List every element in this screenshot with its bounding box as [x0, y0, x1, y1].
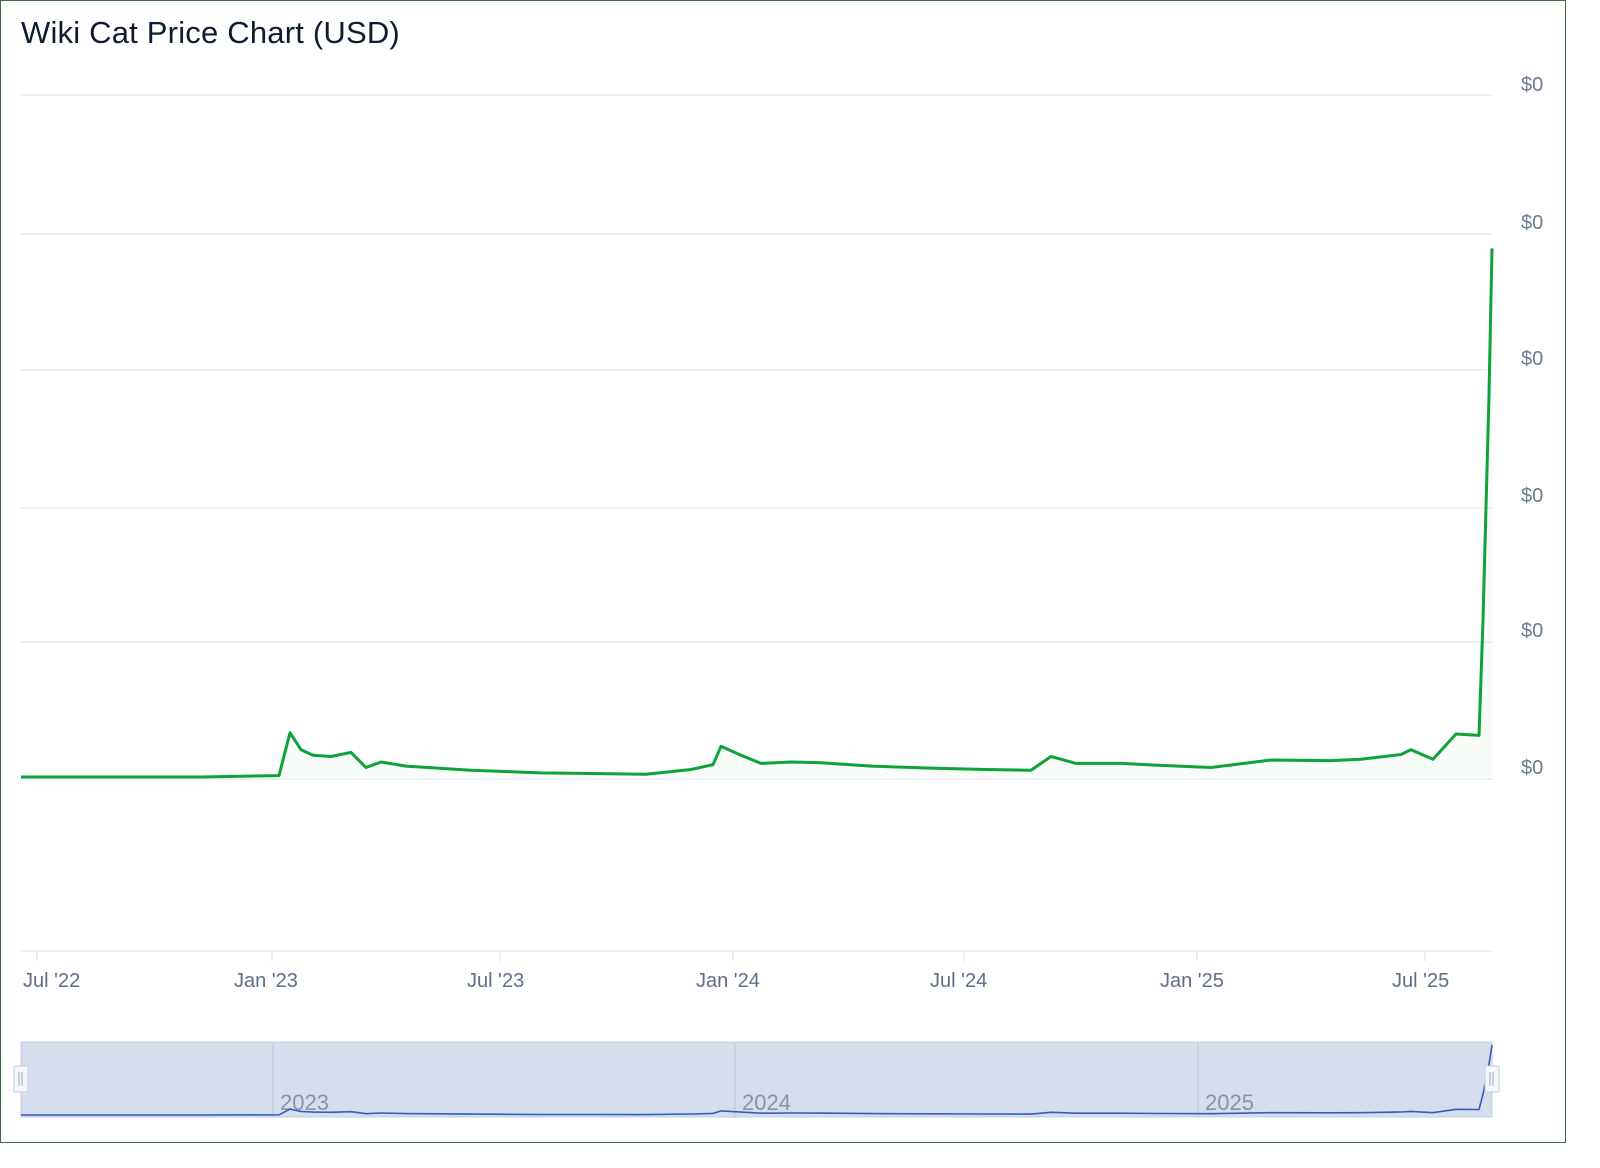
- navigator-label: 2025: [1205, 1090, 1254, 1115]
- y-label: $0: [1521, 74, 1543, 96]
- navigator[interactable]: 2023 2024 2025: [13, 1041, 1500, 1118]
- x-tick-marks: [36, 951, 1426, 961]
- x-label: Jul '23: [467, 970, 524, 992]
- y-label: $0: [1521, 212, 1543, 234]
- x-label: Jul '25: [1392, 970, 1449, 992]
- y-label: $0: [1521, 620, 1543, 642]
- y-label: $0: [1521, 757, 1543, 779]
- navigator-label: 2024: [742, 1090, 791, 1115]
- x-label: Jan '24: [696, 970, 760, 992]
- y-axis-labels: $0 $0 $0 $0 $0 $0: [1521, 74, 1543, 779]
- chart-title: Wiki Cat Price Chart (USD): [21, 15, 400, 50]
- x-label: Jul '24: [930, 970, 987, 992]
- gridlines: [20, 94, 1493, 952]
- price-area: [21, 248, 1492, 777]
- right-range-handle[interactable]: [1484, 1065, 1500, 1093]
- y-label: $0: [1521, 348, 1543, 370]
- left-range-handle[interactable]: [13, 1065, 29, 1093]
- x-label: Jul '22: [23, 970, 80, 992]
- navigator-selected-range[interactable]: [20, 1041, 1493, 1118]
- x-label: Jan '25: [1160, 970, 1224, 992]
- y-label: $0: [1521, 485, 1543, 507]
- x-axis-labels: Jul '22 Jan '23 Jul '23 Jan '24 Jul '24 …: [23, 970, 1449, 992]
- x-label: Jan '23: [234, 970, 298, 992]
- chart-container: Wiki Cat Price Chart (USD) $0 $0 $0: [0, 0, 1566, 1143]
- chart-svg: $0 $0 $0 $0 $0 $0 Jul '22 Jan '23 Jul '2…: [13, 74, 1543, 1118]
- navigator-line: [21, 1044, 1493, 1116]
- price-line[interactable]: [21, 248, 1494, 779]
